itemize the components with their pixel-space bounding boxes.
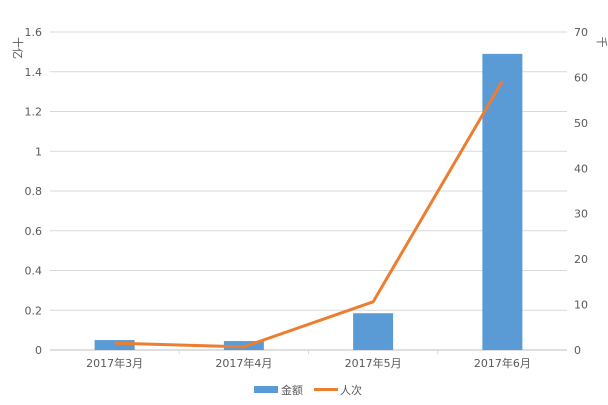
- left-tick-label: 0.2: [25, 304, 43, 317]
- bar-2017年5月: [353, 313, 393, 350]
- left-tick-label: 1.2: [25, 106, 43, 119]
- legend-label-line: 人次: [340, 383, 362, 397]
- x-tick-label: 2017年4月: [215, 356, 272, 370]
- right-tick-label: 50: [574, 117, 588, 130]
- left-tick-label: 1: [35, 145, 42, 158]
- bar-2017年6月: [482, 54, 522, 350]
- right-tick-label: 10: [574, 299, 588, 312]
- x-tick-label: 2017年6月: [474, 356, 531, 370]
- left-tick-label: 0: [35, 344, 42, 357]
- left-tick-label: 1.6: [25, 26, 43, 39]
- right-tick-label: 20: [574, 253, 588, 266]
- x-tick-label: 2017年5月: [345, 356, 402, 370]
- legend: 金额 人次: [254, 383, 362, 397]
- left-axis-label: 十亿: [11, 37, 25, 59]
- right-tick-label: 40: [574, 162, 588, 175]
- x-tick-label: 2017年3月: [86, 356, 143, 370]
- x-axis-ticks: 2017年3月 2017年4月 2017年5月 2017年6月: [86, 350, 531, 370]
- line-path: [115, 81, 503, 347]
- left-tick-label: 0.8: [25, 185, 43, 198]
- left-tick-label: 0.4: [25, 265, 43, 278]
- line-series: [115, 81, 503, 347]
- left-axis-ticks: 0 0.2 0.4 0.6 0.8 1 1.2 1.4 1.6: [25, 26, 43, 357]
- right-tick-label: 60: [574, 71, 588, 84]
- right-axis-ticks: 0 10 20 30 40 50 60 70: [574, 26, 588, 357]
- bar-series: [95, 54, 523, 350]
- legend-label-bar: 金额: [281, 383, 303, 397]
- left-tick-label: 1.4: [25, 66, 43, 79]
- legend-swatch-bar: [254, 386, 278, 393]
- left-tick-label: 0.6: [25, 225, 43, 238]
- right-tick-label: 0: [574, 344, 581, 357]
- right-tick-label: 70: [574, 26, 588, 39]
- right-tick-label: 30: [574, 208, 588, 221]
- right-axis-label: 千: [595, 37, 608, 48]
